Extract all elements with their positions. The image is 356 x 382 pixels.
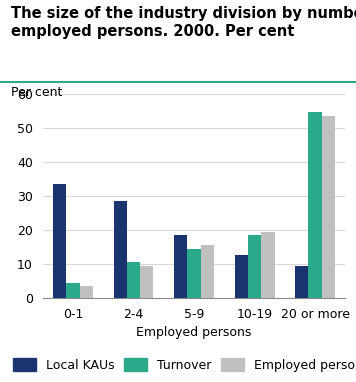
Bar: [127, 262, 140, 298]
Bar: [80, 286, 93, 298]
Bar: [308, 112, 322, 298]
Bar: [66, 283, 80, 298]
Bar: [140, 265, 153, 298]
Bar: [322, 116, 335, 298]
Bar: [201, 245, 214, 298]
Text: The size of the industry division by number of
employed persons. 2000. Per cent: The size of the industry division by num…: [11, 6, 356, 39]
Bar: [248, 235, 261, 298]
Bar: [53, 184, 66, 298]
Text: Per cent: Per cent: [11, 86, 62, 99]
X-axis label: Employed persons: Employed persons: [136, 326, 252, 339]
Bar: [187, 249, 201, 298]
Bar: [295, 265, 308, 298]
Bar: [235, 256, 248, 298]
Bar: [261, 231, 274, 298]
Legend: Local KAUs, Turnover, Employed persons: Local KAUs, Turnover, Employed persons: [14, 358, 356, 372]
Bar: [174, 235, 187, 298]
Bar: [114, 201, 127, 298]
